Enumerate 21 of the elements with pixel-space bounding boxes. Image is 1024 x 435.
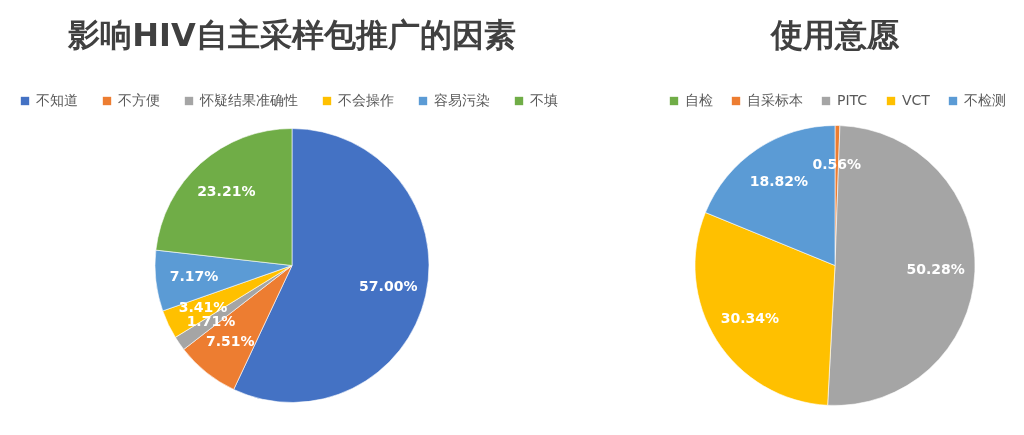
legend-label: 自采标本	[747, 92, 803, 108]
data-label: 50.28%	[906, 260, 965, 277]
legend-label: 自检	[685, 92, 713, 108]
chart-title: 影响HIV自主采样包推广的因素	[67, 16, 516, 54]
legend-label: 容易污染	[434, 92, 490, 108]
data-label: 57.00%	[359, 278, 418, 294]
data-label: 7.51%	[206, 333, 255, 350]
data-label: 7.17%	[169, 267, 219, 284]
legend-label: 不方便	[118, 92, 160, 108]
legend-label: 不知道	[36, 92, 78, 108]
legend-label: 不检测	[964, 92, 1006, 108]
chart-title: 使用意愿	[770, 16, 900, 54]
data-label: 30.34%	[720, 310, 780, 327]
legend-label: 不填	[530, 92, 558, 108]
legend-label: 怀疑结果准确性	[199, 92, 298, 108]
data-label: 0.56%	[812, 155, 862, 172]
legend-label: VCT	[902, 92, 931, 108]
data-label: 23.21%	[197, 182, 256, 199]
legend-label: PITC	[837, 92, 868, 108]
data-label: 18.82%	[749, 172, 808, 189]
legend-label: 不会操作	[338, 92, 394, 108]
